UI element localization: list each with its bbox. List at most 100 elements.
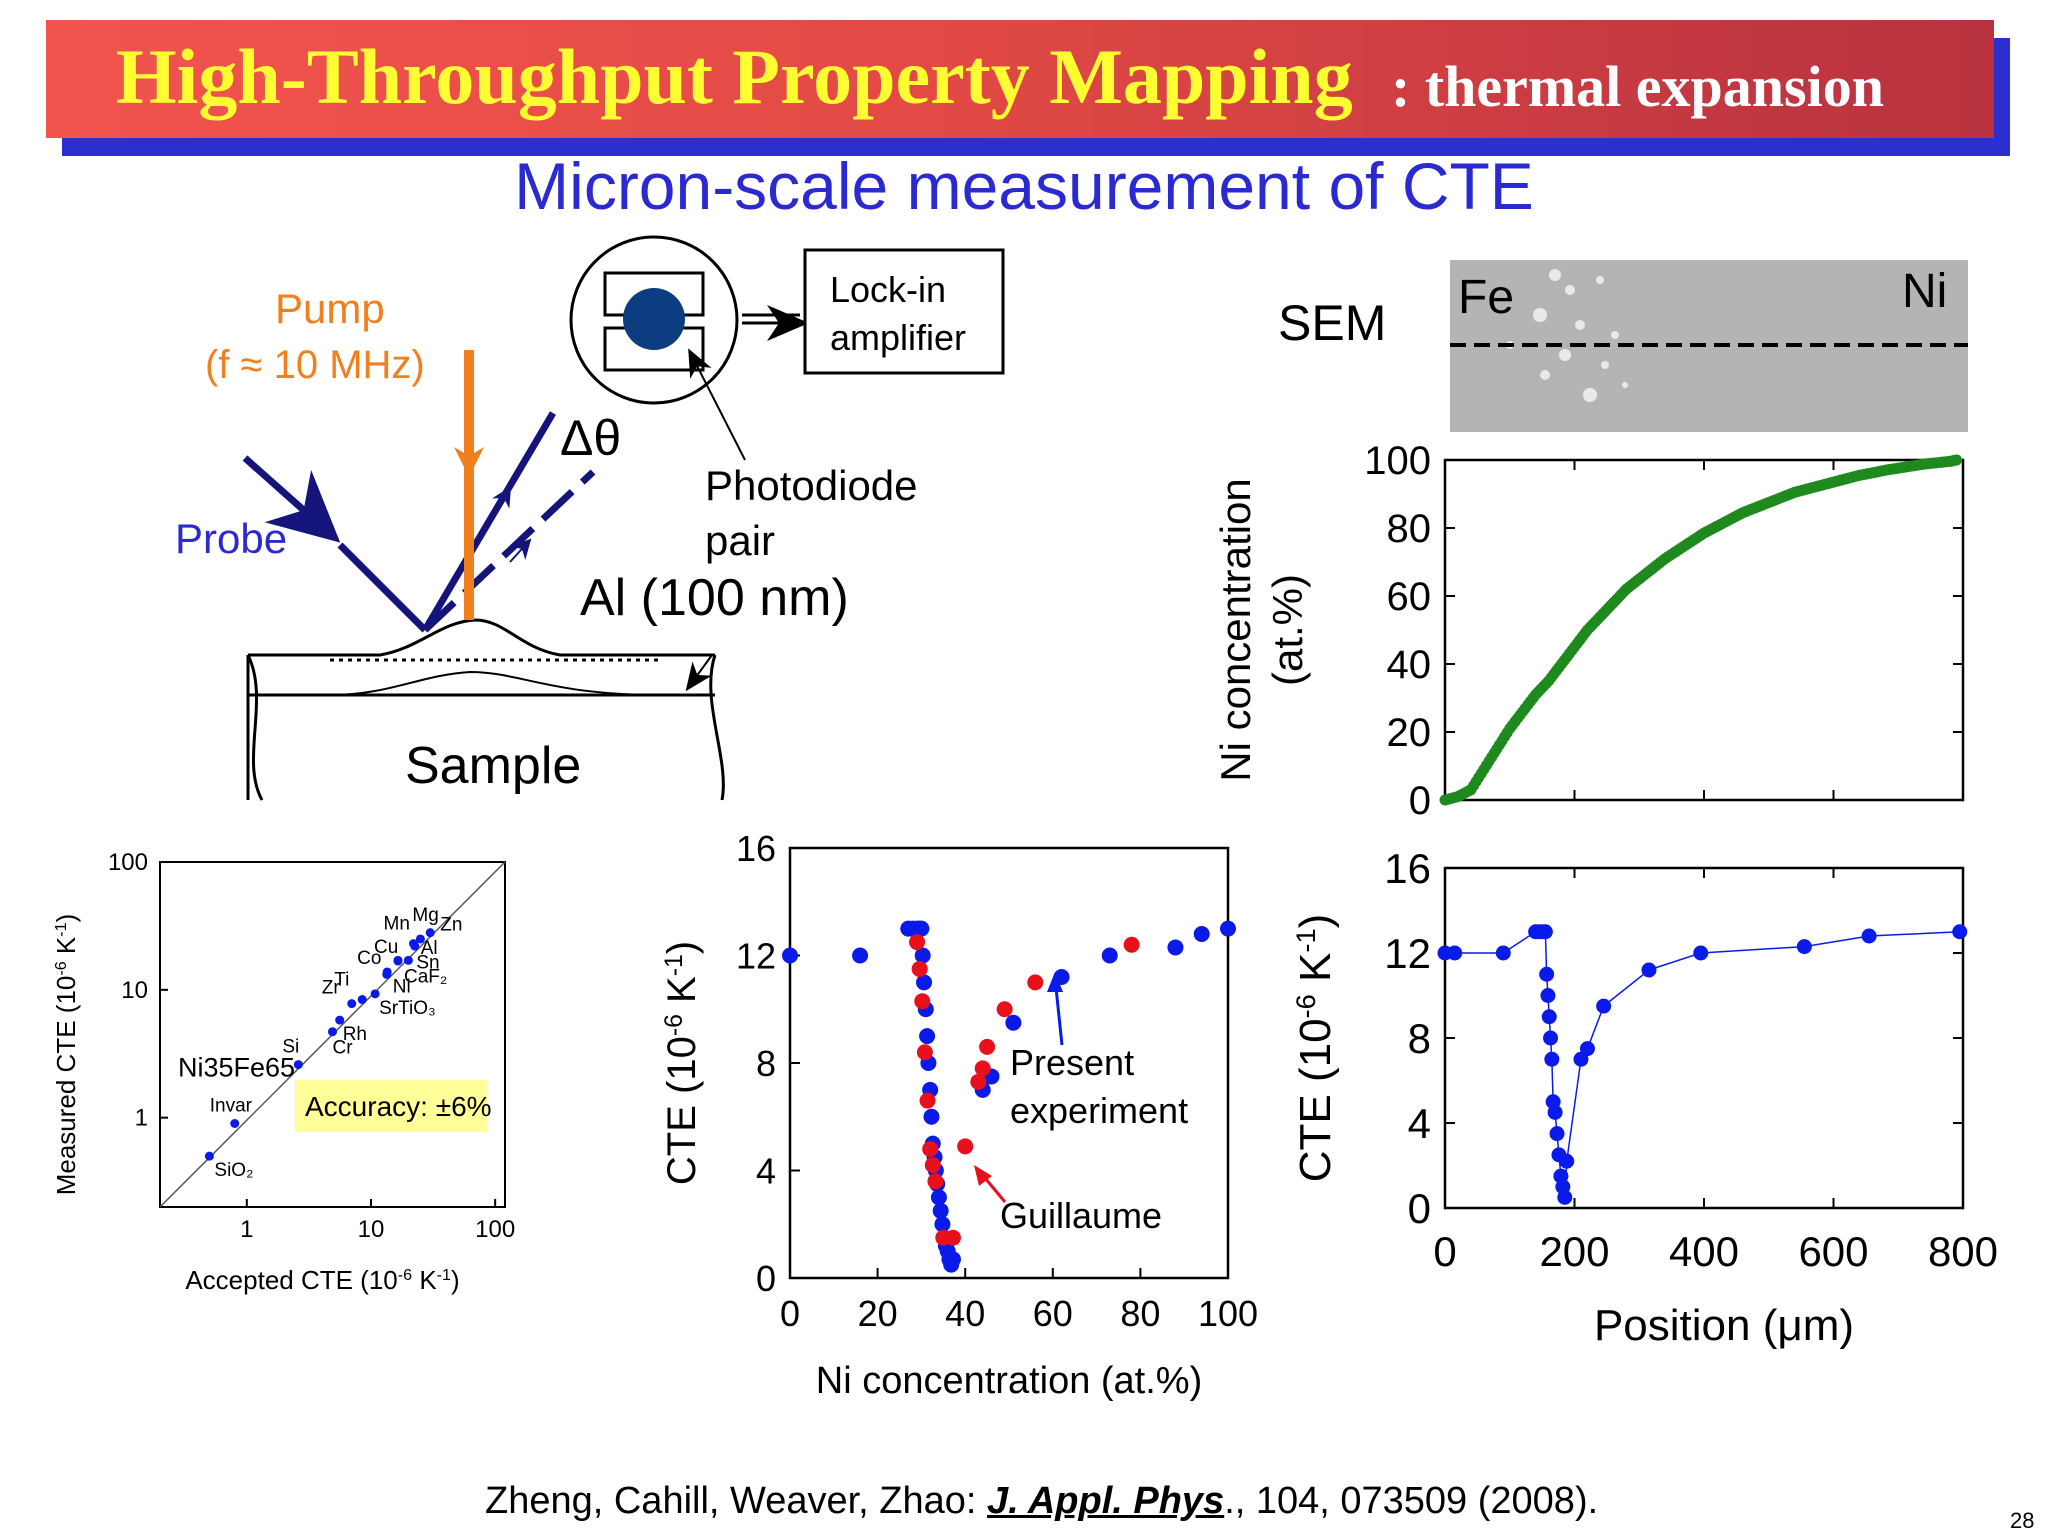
- chart1-point-label: Al: [421, 938, 438, 959]
- chart2-y-tick-label: 8: [756, 1043, 776, 1084]
- chart4-point: [1541, 1009, 1557, 1025]
- chart1-point: [347, 999, 357, 1009]
- chart1-point: [415, 934, 425, 944]
- chart1-x-axis-label-part: Accepted CTE (10: [185, 1265, 397, 1295]
- chart2-x-axis-label: Ni concentration (at.%): [816, 1360, 1203, 1402]
- chart4-x-tick-label: 600: [1798, 1228, 1868, 1275]
- chart3-y-tick-label: 60: [1387, 575, 1432, 619]
- chart2-point-blue: [923, 1108, 940, 1125]
- chart1-point-label: Ti: [334, 970, 349, 991]
- chart2-point-red: [957, 1138, 974, 1155]
- chart1-ni35fe65-label: Ni35Fe65: [178, 1052, 295, 1082]
- chart1-y-tick-label: 10: [121, 977, 148, 1004]
- chart2-point-blue: [913, 920, 930, 937]
- chart1-point: [293, 1060, 303, 1070]
- chart2-point-red: [927, 1173, 944, 1190]
- chart2-point-red: [1123, 936, 1140, 953]
- chart4-point: [1796, 939, 1812, 955]
- chart3-y-tick-label: 80: [1387, 507, 1432, 551]
- chart2-point-red: [924, 1157, 941, 1174]
- chart1-y-axis-label: Measured CTE (10-6 K-1): [51, 914, 81, 1196]
- sem-panel: SEM Fe Ni: [1278, 260, 1968, 432]
- chart4-point: [1447, 945, 1463, 961]
- chart1-point: [409, 939, 419, 949]
- chart1-point: [403, 955, 413, 965]
- chart4-y-tick-label: 12: [1384, 930, 1431, 977]
- pump-label: Pump: [275, 285, 385, 332]
- chart1-point-label: Zn: [440, 915, 462, 936]
- chart2-point-red: [919, 1092, 936, 1109]
- chart1-point-label: Mn: [384, 914, 410, 935]
- chart4-point: [1547, 1104, 1563, 1120]
- chart4-point: [1543, 1030, 1559, 1046]
- chart3-frame: [1443, 458, 1965, 802]
- chart1-point-label: Zr: [322, 978, 341, 999]
- photodiode: [569, 235, 809, 461]
- chart1-accuracy-box: [295, 1080, 487, 1132]
- sem-label: SEM: [1278, 295, 1386, 351]
- chart2-point-blue: [916, 974, 933, 991]
- cte-vs-position-chart: 0 200 400 600 800 0 4 8 12 16 Position (μm) CTE (10…: [1290, 845, 1999, 1350]
- chart4-point: [1641, 962, 1657, 978]
- chart1-y-axis-label-part: -1: [52, 922, 70, 936]
- chart2-point-blue: [1193, 926, 1210, 942]
- chart2-point-blue: [944, 1251, 961, 1268]
- chart2-y-axis-label-part: -6: [661, 1014, 688, 1036]
- chart4-point: [1540, 988, 1556, 1003]
- chart2-point-blue: [852, 947, 869, 964]
- chart2-point-blue: [1167, 939, 1184, 956]
- photodiode-label-1: Photodiode: [705, 462, 918, 509]
- slide-number: 28: [2010, 1508, 2035, 1533]
- chart1-accuracy-text: Accuracy: ±6%: [305, 1091, 492, 1122]
- citation: Zheng, Cahill, Weaver, Zhao: J. Appl. Ph…: [485, 1480, 1598, 1523]
- chart1-x-tick-label: 1: [240, 1216, 253, 1243]
- chart1-point: [382, 967, 392, 977]
- chart1-x-axis-label-part: ): [451, 1265, 460, 1295]
- sem-fe-label: Fe: [1458, 271, 1514, 324]
- chart2-point-blue: [934, 1216, 951, 1233]
- chart2-x-tick-label: 60: [1033, 1293, 1073, 1334]
- chart2-point-red: [996, 1001, 1013, 1018]
- chart4-x-tick-label: 0: [1433, 1228, 1456, 1275]
- chart4-point: [1596, 998, 1612, 1014]
- chart1-y-tick-label: 100: [108, 849, 148, 876]
- chart2-y-tick-label: 4: [756, 1151, 776, 1192]
- chart2-guillaume-arrowhead: [974, 1165, 992, 1186]
- chart4-point: [1579, 1041, 1595, 1057]
- chart1-point: [204, 1151, 214, 1161]
- citation-authors: Zheng, Cahill, Weaver, Zhao:: [485, 1480, 987, 1522]
- sem-ni-label: Ni: [1902, 265, 1947, 318]
- sample-slab: [246, 618, 725, 801]
- chart1-x-axis-label: Accepted CTE (10-6 K-1): [185, 1265, 459, 1295]
- chart2-point-blue: [1220, 920, 1236, 937]
- chart2-point-red: [970, 1073, 987, 1090]
- al-layer-pointer: [685, 654, 713, 692]
- al-layer-label: Al (100 nm): [580, 569, 849, 627]
- chart1-point-label: Mg: [412, 905, 438, 926]
- chart4-x-axis-label: Position (μm): [1594, 1301, 1854, 1350]
- chart2-point-red: [974, 1060, 991, 1077]
- chart2-legend-guillaume: Guillaume: [1000, 1195, 1162, 1236]
- chart2-y-axis-label-part: ): [660, 941, 704, 954]
- probe-label: Probe: [175, 515, 287, 562]
- citation-journal[interactable]: J. Appl. Phys: [987, 1480, 1225, 1522]
- chart3-point: [1951, 454, 1963, 466]
- chart1-point-label: Cu: [374, 937, 398, 958]
- chart1-x-tick-label: 100: [475, 1216, 515, 1243]
- ni-vs-position-chart: 0 20 40 60 80 100 Ni concentration (at.%): [1212, 439, 1965, 823]
- chart1-y-axis-label-part: Measured CTE (10: [51, 976, 81, 1196]
- chart4-x-tick-label: 400: [1669, 1228, 1739, 1275]
- chart1-point-label: Rh: [343, 1024, 367, 1045]
- chart2-y-axis-label-part: K: [660, 976, 704, 1014]
- slide-title: High-Throughput Property Mapping: [116, 33, 1353, 120]
- chart4-point: [1539, 966, 1555, 982]
- chart4-y-axis-label-part: -1: [1290, 928, 1321, 952]
- chart1-y-axis-label-part: ): [51, 914, 81, 923]
- chart1-point: [328, 1027, 338, 1037]
- chart2-x-tick-label: 40: [945, 1293, 985, 1334]
- sample-label: Sample: [405, 737, 581, 795]
- chart2-frame: [788, 846, 1230, 1280]
- chart4-point: [1549, 1126, 1565, 1142]
- chart4-point: [1557, 1189, 1573, 1205]
